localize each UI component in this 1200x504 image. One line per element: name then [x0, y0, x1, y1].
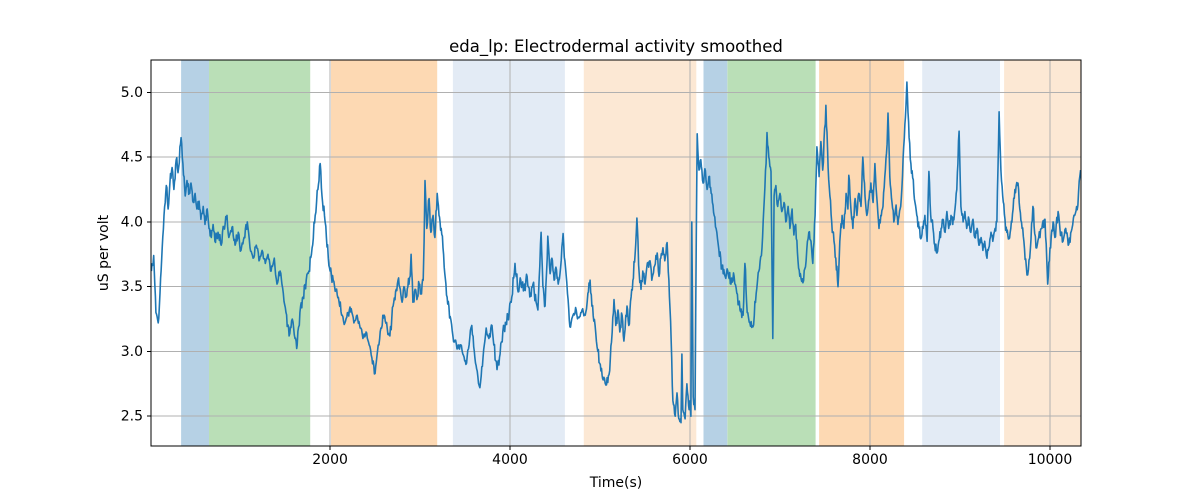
ticks-layer	[147, 91, 1051, 450]
y-axis-label: uS per volt	[96, 214, 112, 291]
y-tick-label: 4.0	[121, 214, 143, 230]
x-axis-label: Time(s)	[589, 475, 642, 491]
stage-band	[1004, 60, 1081, 446]
x-tick-label: 2000	[312, 452, 348, 468]
x-tick-label: 4000	[492, 452, 528, 468]
y-tick-label: 3.0	[121, 344, 143, 360]
stage-band	[181, 60, 209, 446]
eda-line	[151, 81, 1081, 424]
stage-bands-layer	[181, 60, 1081, 446]
stage-band	[703, 60, 728, 446]
stage-band	[209, 60, 311, 446]
chart-title: eda_lp: Electrodermal activity smoothed	[449, 37, 783, 57]
x-tick-label: 6000	[672, 452, 708, 468]
stage-band	[452, 60, 565, 446]
y-tick-label: 4.5	[121, 150, 143, 166]
y-tick-label: 3.5	[121, 279, 143, 295]
series-layer	[151, 81, 1081, 424]
x-tick-label: 8000	[852, 452, 888, 468]
stage-band	[819, 60, 905, 446]
stage-band	[331, 60, 438, 446]
stage-band	[583, 60, 697, 446]
axes-frame	[150, 59, 1082, 447]
x-tick-label: 10000	[1028, 452, 1073, 468]
stage-band	[922, 60, 1000, 446]
y-tick-label: 2.5	[121, 409, 143, 425]
y-tick-label: 5.0	[121, 85, 143, 101]
tick-labels-layer: 2000 4000 6000 8000 10000 2.5 3.0 3.5 4.0 4.5 5.0	[121, 85, 1073, 468]
